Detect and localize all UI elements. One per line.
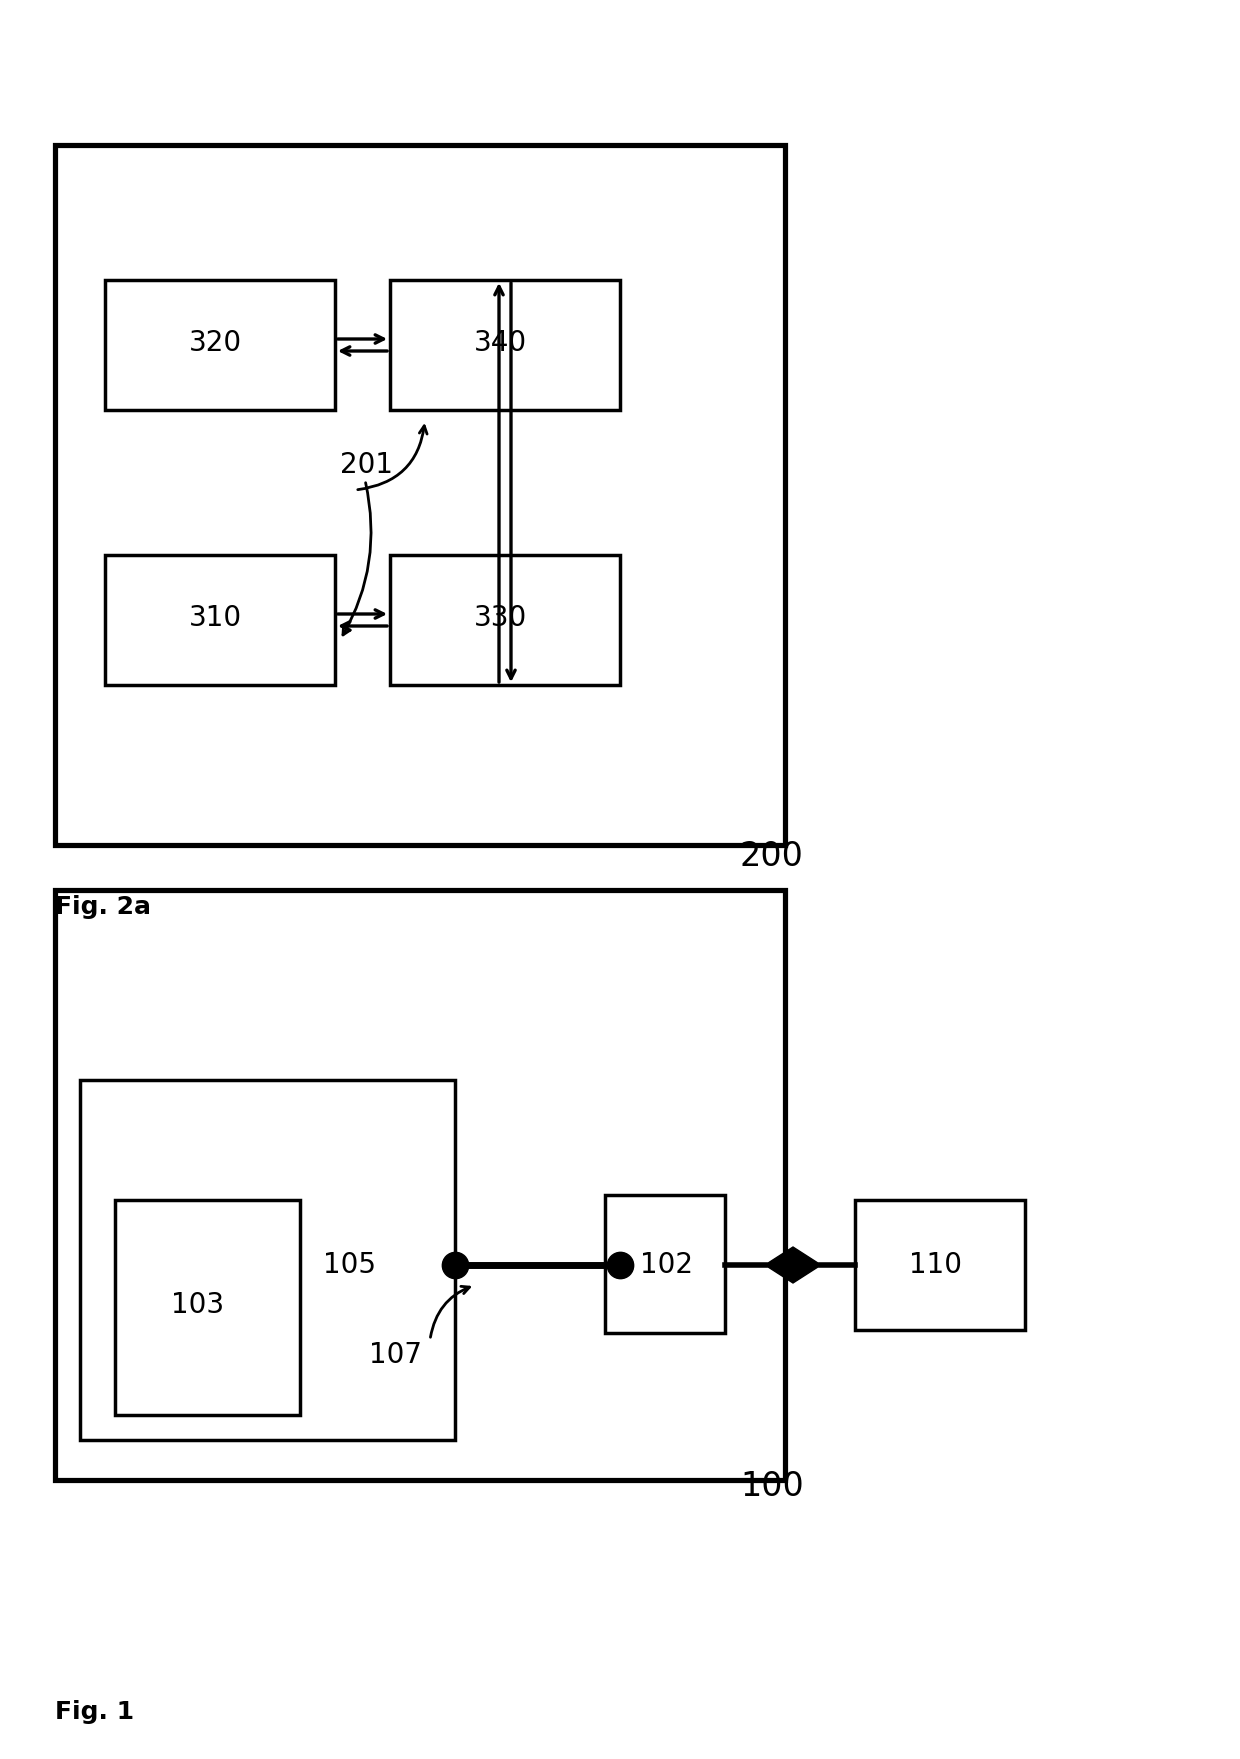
Text: 110: 110: [909, 1251, 961, 1279]
Bar: [55, 890, 785, 1479]
Text: 201: 201: [340, 450, 393, 478]
Text: 102: 102: [640, 1251, 693, 1279]
Bar: [605, 1194, 725, 1333]
Bar: [115, 1200, 300, 1414]
Bar: [105, 280, 335, 410]
Text: Fig. 1: Fig. 1: [55, 1699, 134, 1724]
Point: [445, 1251, 465, 1279]
Point: [610, 1251, 630, 1279]
Text: 107: 107: [368, 1340, 422, 1369]
Text: 100: 100: [740, 1471, 804, 1502]
Text: 200: 200: [740, 841, 804, 872]
Text: 340: 340: [474, 329, 527, 357]
Bar: [391, 556, 620, 684]
Bar: [856, 1200, 1025, 1330]
Text: 103: 103: [171, 1291, 224, 1319]
Bar: [391, 280, 620, 410]
Text: 330: 330: [474, 603, 527, 631]
Text: Fig. 2a: Fig. 2a: [55, 895, 151, 918]
Polygon shape: [765, 1247, 821, 1282]
Bar: [105, 556, 335, 684]
Text: 310: 310: [188, 603, 242, 631]
Text: 320: 320: [188, 329, 242, 357]
Bar: [55, 144, 785, 844]
Bar: [81, 1080, 455, 1441]
Text: 105: 105: [324, 1251, 377, 1279]
